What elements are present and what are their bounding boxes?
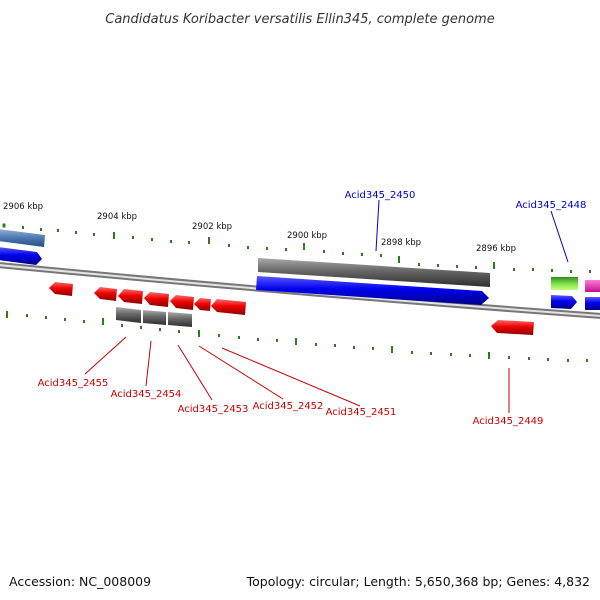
callout-lines (84, 199, 569, 413)
rna-feature-acid345-2448[interactable] (551, 277, 578, 290)
gene-label-acid345-2450[interactable]: Acid345_2450 (345, 190, 416, 201)
gene-bar-acid345-2455[interactable] (116, 307, 141, 323)
reverse-cds-arrow[interactable] (211, 299, 246, 315)
gene-label-acid345-2452[interactable]: Acid345_2452 (253, 401, 324, 412)
gene-label-acid345-2448[interactable]: Acid345_2448 (516, 200, 587, 211)
kbp-label: 2896 kbp (476, 244, 516, 254)
forward-cds-arrow-acid345-2448[interactable] (551, 295, 577, 309)
misc-feature[interactable] (585, 280, 600, 292)
forward-cds-arrow-acid345-2450[interactable] (256, 276, 489, 305)
reverse-cds-arrow[interactable] (170, 295, 194, 310)
inner-scale-ticks (6, 311, 588, 362)
gene-label-acid345-2451[interactable]: Acid345_2451 (326, 407, 397, 418)
gene-bar-acid345-2453[interactable] (168, 312, 192, 327)
forward-cds-arrow[interactable] (585, 297, 600, 310)
accession-text: Accession: NC_008009 (9, 574, 151, 589)
kbp-label: 2904 kbp (97, 212, 137, 222)
gene-bar-acid345-2454[interactable] (143, 310, 166, 325)
reverse-cds-arrow[interactable] (118, 289, 143, 304)
gene-label-acid345-2453[interactable]: Acid345_2453 (178, 404, 249, 415)
gene-label-acid345-2455[interactable]: Acid345_2455 (38, 378, 109, 389)
outer-scale-ticks (2, 223, 591, 273)
kbp-label: 2902 kbp (192, 222, 232, 232)
gene-bar-acid345-2450[interactable] (258, 258, 490, 287)
forward-cds-arrow[interactable] (0, 247, 42, 265)
reverse-strand-track (49, 282, 534, 335)
reverse-cds-arrow-acid345-2449[interactable] (491, 320, 534, 335)
reverse-cds-arrow[interactable] (49, 282, 73, 296)
gene-bar[interactable] (0, 229, 45, 247)
reverse-cds-arrow[interactable] (94, 287, 117, 301)
kbp-label: 2906 kbp (3, 202, 43, 212)
reverse-cds-arrow[interactable] (194, 298, 211, 311)
gene-label-acid345-2454[interactable]: Acid345_2454 (111, 389, 182, 400)
genome-summary-text: Topology: circular; Length: 5,650,368 bp… (246, 574, 590, 589)
forward-strand-track (0, 229, 600, 310)
reverse-cds-arrow[interactable] (144, 292, 169, 307)
kbp-scale-labels: 2906 kbp 2904 kbp 2902 kbp 2900 kbp 2898… (3, 202, 516, 254)
genome-title: Candidatus Koribacter versatilis Ellin34… (105, 12, 494, 27)
kbp-label: 2900 kbp (287, 231, 327, 241)
kbp-label: 2898 kbp (381, 238, 421, 248)
gene-label-acid345-2449[interactable]: Acid345_2449 (473, 416, 544, 427)
